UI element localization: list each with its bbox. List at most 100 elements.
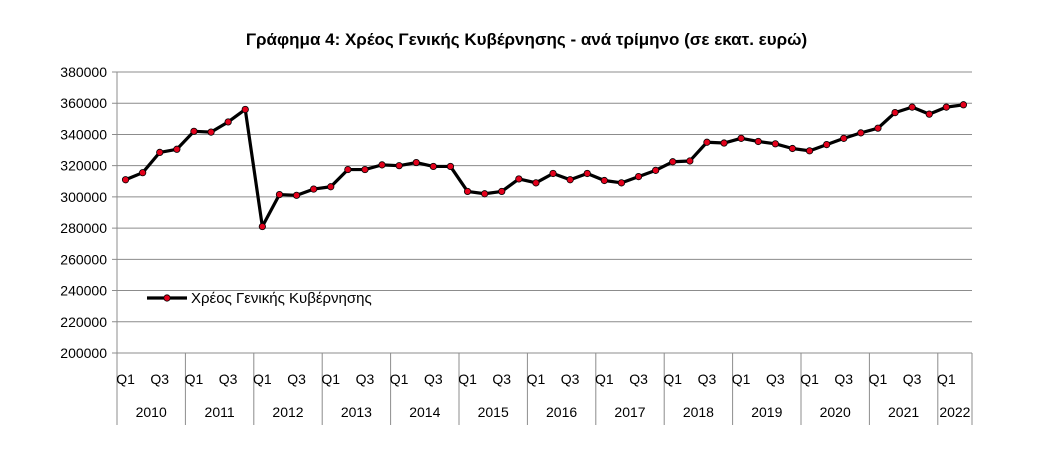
y-tick-label: 360000	[60, 95, 107, 111]
data-point	[823, 140, 831, 149]
data-point	[292, 191, 301, 199]
x-axis: Q1 Q3 Q1 Q3 Q1 Q3 Q1 Q3 Q1 Q3 Q1 Q3 Q1 Q3 Q1 Q3 Q1 Q3 Q1 Q3…	[116, 353, 973, 425]
data-point	[652, 166, 660, 174]
year-label: 2018	[683, 404, 714, 420]
data-point	[207, 128, 215, 136]
data-point	[395, 162, 403, 170]
data-point	[139, 169, 147, 177]
year-label: 2014	[409, 404, 440, 420]
x-tick-label: Q3	[698, 371, 717, 387]
legend-marker	[163, 294, 171, 302]
x-tick-label: Q3	[424, 371, 443, 387]
year-label: 2021	[888, 404, 919, 420]
y-axis: 200000 220000 240000 260000 280000 300000 3200…	[60, 64, 118, 361]
x-tick-label: Q3	[492, 371, 511, 387]
x-tick-label: Q3	[150, 371, 169, 387]
y-tick-label: 280000	[60, 220, 107, 236]
data-point	[720, 139, 728, 147]
data-point	[840, 134, 848, 142]
year-label: 2010	[136, 404, 167, 420]
x-tick-label: Q1	[185, 371, 204, 387]
x-tick-label: Q3	[287, 371, 306, 387]
data-point	[241, 105, 249, 114]
data-point	[275, 190, 284, 199]
year-label: 2015	[478, 404, 509, 420]
data-point	[737, 134, 745, 142]
x-tick-label: Q1	[458, 371, 477, 387]
y-tick-label: 300000	[60, 189, 107, 205]
x-tick-label: Q3	[834, 371, 853, 387]
data-point	[498, 187, 506, 196]
data-point	[327, 183, 335, 191]
x-tick-label: Q3	[561, 371, 580, 387]
data-point	[959, 101, 968, 109]
data-point	[258, 222, 266, 231]
data-point	[634, 172, 643, 181]
data-point	[891, 108, 899, 117]
data-point	[549, 169, 557, 178]
x-tick-label: Q1	[390, 371, 409, 387]
x-tick-label: Q3	[766, 371, 785, 387]
year-label: 2020	[820, 404, 851, 420]
data-point	[617, 179, 626, 187]
x-tick-label: Q1	[869, 371, 888, 387]
chart-title: Γράφημα 4: Χρέος Γενικής Κυβέρνησης - αν…	[245, 30, 808, 49]
year-label: 2016	[546, 404, 577, 420]
data-point	[771, 140, 779, 148]
legend-label: Χρέος Γενικής Κυβέρνησης	[191, 290, 372, 307]
data-point	[754, 137, 762, 146]
data-point	[378, 161, 386, 169]
y-tick-label: 340000	[60, 126, 107, 142]
series-layer	[121, 101, 968, 231]
data-point	[857, 129, 865, 137]
data-point	[925, 110, 933, 118]
x-tick-label: Q3	[903, 371, 922, 387]
data-point	[156, 148, 164, 156]
gridlines	[112, 71, 972, 354]
year-label: 2022	[939, 404, 970, 420]
y-tick-label: 380000	[60, 64, 107, 80]
year-label: 2012	[272, 404, 303, 420]
data-point	[532, 179, 540, 187]
data-point	[224, 118, 232, 126]
data-point	[190, 127, 198, 135]
y-tick-label: 240000	[60, 283, 107, 299]
year-label: 2017	[614, 404, 645, 420]
x-tick-label: Q1	[321, 371, 340, 387]
y-tick-label: 200000	[60, 345, 107, 361]
data-point	[874, 124, 882, 132]
data-point	[310, 185, 318, 193]
year-label: 2011	[205, 404, 235, 420]
legend: Χρέος Γενικής Κυβέρνησης	[147, 290, 372, 307]
y-tick-label: 320000	[60, 158, 107, 174]
x-tick-label: Q1	[253, 371, 272, 387]
year-label: 2019	[751, 404, 782, 420]
x-tick-label: Q1	[527, 371, 546, 387]
data-point	[788, 144, 797, 153]
year-label: 2013	[341, 404, 372, 420]
data-point	[463, 187, 472, 196]
data-point	[344, 165, 352, 174]
data-point	[669, 158, 677, 166]
data-point	[446, 162, 455, 171]
x-tick-label: Q1	[800, 371, 819, 387]
data-point	[412, 158, 420, 167]
data-point	[121, 176, 130, 184]
data-point	[908, 103, 916, 111]
data-point	[429, 162, 437, 171]
data-point	[481, 190, 489, 198]
data-point	[361, 165, 369, 174]
data-point	[686, 157, 694, 165]
x-tick-label: Q3	[356, 371, 375, 387]
data-point	[805, 147, 814, 155]
y-tick-label: 260000	[60, 251, 107, 267]
x-tick-label: Q1	[116, 371, 135, 387]
data-point	[515, 175, 523, 183]
data-point	[600, 176, 608, 185]
data-point	[173, 145, 181, 153]
x-tick-label: Q1	[732, 371, 751, 387]
data-point	[942, 103, 950, 111]
data-point	[703, 138, 711, 146]
data-point	[566, 176, 574, 184]
